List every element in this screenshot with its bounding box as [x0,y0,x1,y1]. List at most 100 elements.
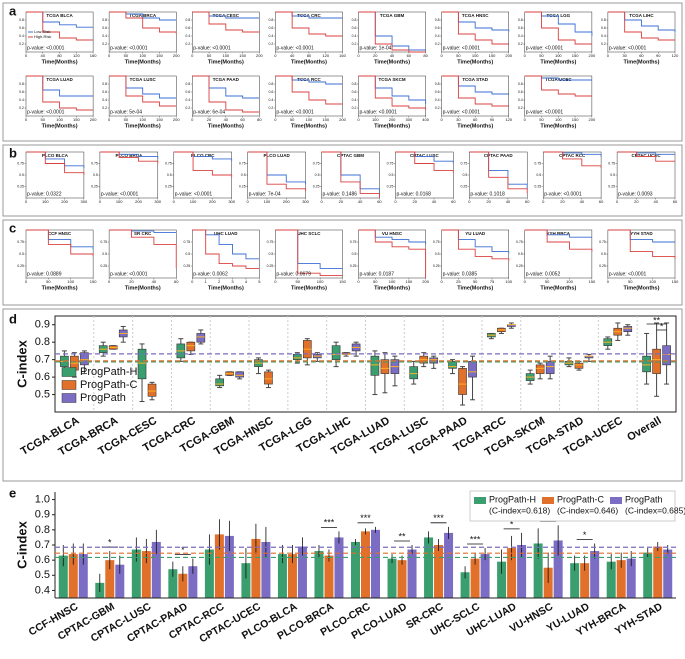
bar [277,554,287,598]
x-axis-label: Time(Months) [42,59,78,65]
x-tick-label: 300 [302,199,309,204]
panel-a-frame [2,2,683,142]
p-value: p-value: <0.0001 [526,109,564,115]
x-tick-label: 20 [560,199,565,204]
y-tick-label: 0.25 [100,264,107,268]
x-tick-label: 40 [290,53,295,58]
y-tick-label: 0.2 [102,42,107,46]
x-axis-label: Time(Months) [457,59,493,65]
y-tick-label: 0.2 [269,106,274,110]
bar [78,554,88,598]
x-tick-label: 0 [25,117,28,122]
x-tick-label: 100 [139,117,146,122]
box [642,355,651,373]
p-value: p-value: 0.1018 [470,191,505,197]
x-tick-label: 0 [274,279,277,284]
y-tick-label: 0.8 [35,336,50,348]
km-curve [524,229,593,252]
km-curve [275,11,343,37]
x-axis-label: Time(Months) [457,285,493,291]
y-tick-label: 0.4 [601,34,606,38]
y-tick-label: 0.8 [269,18,274,22]
km-curve [395,151,454,173]
bar [58,555,68,598]
km-title: CPTAC GBM [337,153,364,158]
x-tick-label: 2 [218,279,221,284]
y-tick-label: 0.8 [185,18,190,22]
x-axis-label: Time(Months) [125,285,161,291]
bar [653,546,663,598]
km-curve [441,75,509,107]
y-tick-label: 0.8 [19,18,24,22]
x-tick-label: 50 [373,279,378,284]
x-tick-label: 100 [139,53,146,58]
y-tick-label: 0.5 [35,569,50,581]
p-value: p-value: <0.0001 [443,45,481,51]
x-tick-label: 100 [317,279,324,284]
bar [497,561,507,598]
bar [387,558,397,598]
bar [553,540,563,598]
x-tick-label: 40 [580,199,585,204]
km-curve [543,151,602,169]
y-tick-label: 0.75 [350,240,357,244]
y-tick-label: 0.2 [19,106,24,110]
km-curve [441,229,510,262]
x-tick-label: 0 [468,199,471,204]
bar [434,545,444,598]
x-tick-label: 100 [505,279,512,284]
x-tick-label: 100 [67,279,74,284]
x-tick-label: 60 [240,117,245,122]
legend-label: ProgPath-C [80,379,138,391]
x-tick-label: 300 [228,199,235,204]
km-curve [358,229,427,278]
km-curve [192,75,260,113]
x-tick-label: 150 [406,279,413,284]
bar [241,563,251,598]
y-tick-label: 0.6 [19,26,24,30]
y-tick-label: 0.6 [35,554,50,566]
y-tick-label: 0.8 [19,82,24,86]
x-tick-label: 100 [116,199,123,204]
x-tick-label: 0 [191,53,194,58]
x-axis-label: Time(Months) [540,123,576,129]
y-tick-label: 0.8 [601,18,606,22]
km-title: TCGA PAAD [213,77,240,82]
bar [424,537,434,598]
km-title: PLCO CRC [191,153,215,158]
x-tick-label: 90 [656,53,661,58]
y-tick-label: 0.6 [35,371,50,383]
x-tick-label: 0 [191,279,194,284]
x-tick-label: 100 [472,53,479,58]
x-axis-label: Time(Months) [291,59,327,65]
x-tick-label: 0 [25,279,28,284]
x-tick-label: 0 [247,199,250,204]
y-tick-label: 0.2 [102,106,107,110]
x-tick-label: 60 [407,53,412,58]
bar [444,532,454,598]
x-tick-label: 80 [423,53,428,58]
x-axis-label: Time(Months) [42,285,78,291]
y-tick-label: 0.6 [518,90,523,94]
y-tick-label: 0.25 [433,264,440,268]
x-tick-label: 200 [505,53,512,58]
x-tick-label: 50 [41,117,46,122]
y-tick-label: 0.8 [102,82,107,86]
km-title: UHC LUAD [214,231,238,236]
x-tick-label: 200 [589,53,596,58]
bar [361,531,370,598]
p-value: p-value: 0.0889 [27,271,62,277]
x-tick-label: 100 [555,117,562,122]
y-tick-label: 0.75 [534,161,541,165]
y-tick-label: 0.7 [35,539,50,551]
x-tick-label: 0 [607,53,610,58]
bar [115,564,125,598]
p-value: p-value: 0.0093 [618,191,653,197]
y-tick-label: 0.6 [19,90,24,94]
y-tick-label: 0.4 [19,98,24,102]
significance: *** [360,513,371,523]
significance: *** [433,513,444,523]
km-curve [358,75,427,110]
x-tick-label: 75 [490,279,495,284]
bar [580,563,590,598]
